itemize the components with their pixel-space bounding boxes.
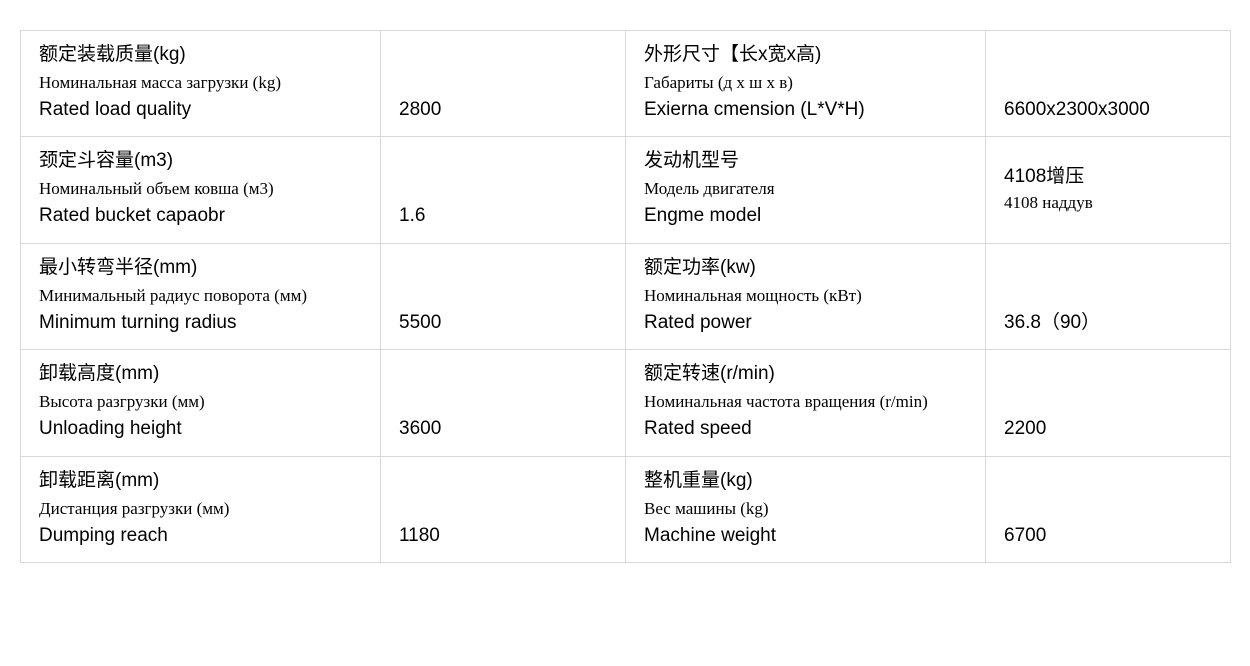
label-en: Exierna cmension (L*V*H)	[644, 98, 967, 123]
label-zh: 卸载距离(mm)	[39, 469, 362, 494]
label-ru: Габариты (д х ш х в)	[644, 72, 967, 94]
label-en: Rated speed	[644, 417, 967, 442]
spec-label-cell: 颈定斗容量(m3) Номинальный объем ковша (м3) R…	[21, 137, 381, 243]
spec-value-cell: 2800	[381, 31, 626, 137]
label-ru: Номинальная частота вращения (r/min)	[644, 391, 967, 413]
label-zh: 额定转速(r/min)	[644, 362, 967, 387]
label-en: Machine weight	[644, 524, 967, 549]
spec-label-cell: 额定转速(r/min) Номинальная частота вращения…	[626, 350, 986, 456]
spec-value-cell: 4108增压 4108 наддув	[986, 137, 1231, 243]
label-en: Unloading height	[39, 417, 362, 442]
label-ru: Номинальная масса загрузки (kg)	[39, 72, 362, 94]
table-row: 额定装载质量(kg) Номинальная масса загрузки (k…	[21, 31, 1231, 137]
spec-value: 1.6	[399, 205, 425, 226]
spec-label-cell: 发动机型号 Модель двигателя Engme model	[626, 137, 986, 243]
spec-value-cell: 6700	[986, 456, 1231, 562]
spec-value-cell: 1180	[381, 456, 626, 562]
spec-value: 2800	[399, 99, 441, 120]
spec-label-cell: 卸载高度(mm) Высота разгрузки (мм) Unloading…	[21, 350, 381, 456]
label-zh: 额定功率(kw)	[644, 256, 967, 281]
label-zh: 外形尺寸【长x宽x高)	[644, 43, 967, 68]
label-en: Rated bucket capaobr	[39, 204, 362, 229]
table-row: 卸载距离(mm) Дистанция разгрузки (мм) Dumpin…	[21, 456, 1231, 562]
spec-label-cell: 最小转弯半径(mm) Минимальный радиус поворота (…	[21, 243, 381, 349]
label-zh: 发动机型号	[644, 149, 967, 174]
label-en: Engme model	[644, 204, 967, 229]
spec-label-cell: 卸载距离(mm) Дистанция разгрузки (мм) Dumpin…	[21, 456, 381, 562]
label-ru: Модель двигателя	[644, 178, 967, 200]
spec-value-cell: 3600	[381, 350, 626, 456]
spec-value-cell: 6600x2300x3000	[986, 31, 1231, 137]
label-ru: Высота разгрузки (мм)	[39, 391, 362, 413]
spec-value-cell: 5500	[381, 243, 626, 349]
table-row: 最小转弯半径(mm) Минимальный радиус поворота (…	[21, 243, 1231, 349]
spec-value: 5500	[399, 312, 441, 333]
label-ru: Дистанция разгрузки (мм)	[39, 498, 362, 520]
specifications-table: 额定装载质量(kg) Номинальная масса загрузки (k…	[20, 30, 1231, 563]
spec-value: 2200	[1004, 418, 1046, 439]
label-zh: 额定装载质量(kg)	[39, 43, 362, 68]
spec-label-cell: 额定功率(kw) Номинальная мощность (кВт) Rate…	[626, 243, 986, 349]
table-row: 卸载高度(mm) Высота разгрузки (мм) Unloading…	[21, 350, 1231, 456]
label-en: Minimum turning radius	[39, 311, 362, 336]
spec-value: 4108增压	[1004, 166, 1084, 187]
spec-value-cell: 2200	[986, 350, 1231, 456]
label-en: Rated load quality	[39, 98, 362, 123]
spec-value: 6700	[1004, 525, 1046, 546]
spec-label-cell: 整机重量(kg) Вес машины (kg) Machine weight	[626, 456, 986, 562]
label-zh: 最小转弯半径(mm)	[39, 256, 362, 281]
label-ru: Минимальный радиус поворота (мм)	[39, 285, 362, 307]
label-zh: 颈定斗容量(m3)	[39, 149, 362, 174]
label-ru: Номинальная мощность (кВт)	[644, 285, 967, 307]
label-en: Dumping reach	[39, 524, 362, 549]
spec-value: 3600	[399, 418, 441, 439]
spec-value-sub: 4108 наддув	[1004, 192, 1212, 214]
spec-label-cell: 外形尺寸【长x宽x高) Габариты (д х ш х в) Exierna…	[626, 31, 986, 137]
specifications-tbody: 额定装载质量(kg) Номинальная масса загрузки (k…	[21, 31, 1231, 563]
spec-value: 36.8（90）	[1004, 312, 1100, 333]
table-row: 颈定斗容量(m3) Номинальный объем ковша (м3) R…	[21, 137, 1231, 243]
label-zh: 卸载高度(mm)	[39, 362, 362, 387]
label-zh: 整机重量(kg)	[644, 469, 967, 494]
spec-value-cell: 1.6	[381, 137, 626, 243]
label-ru: Вес машины (kg)	[644, 498, 967, 520]
spec-value: 6600x2300x3000	[1004, 99, 1150, 120]
spec-value-cell: 36.8（90）	[986, 243, 1231, 349]
spec-label-cell: 额定装载质量(kg) Номинальная масса загрузки (k…	[21, 31, 381, 137]
spec-value: 1180	[399, 525, 440, 546]
label-en: Rated power	[644, 311, 967, 336]
label-ru: Номинальный объем ковша (м3)	[39, 178, 362, 200]
